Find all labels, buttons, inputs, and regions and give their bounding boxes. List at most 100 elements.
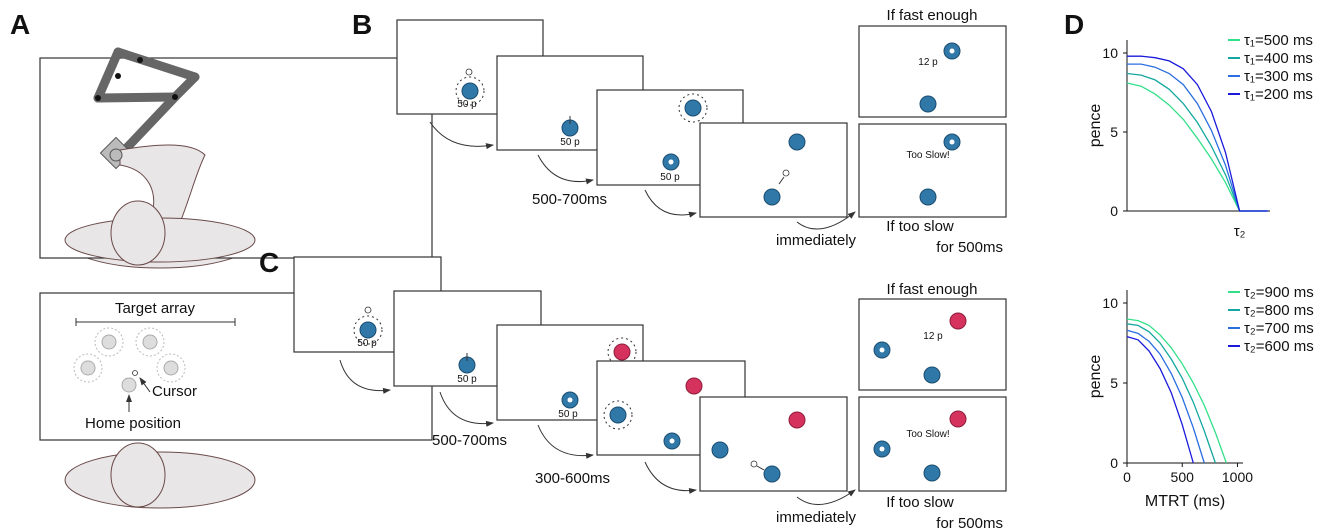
shape [93,47,123,103]
shape [142,334,158,350]
shape [756,465,765,471]
legend-label: τ₁=300 ms [1244,68,1313,85]
reward-label: 50 p [560,137,580,148]
immediately-label: immediately [776,232,857,249]
shape [137,57,143,63]
home-label: Home position [85,415,181,432]
cursor-label: Cursor [152,383,197,400]
shape [94,327,124,357]
shape [685,377,703,395]
shape [113,47,200,82]
shape [788,411,806,429]
y-tick-label: 10 [1102,295,1118,311]
shape [613,343,631,361]
panel-label: D [1064,9,1084,40]
legend-label: τ₁=400 ms [1244,50,1313,67]
shape [73,353,103,383]
shape [359,321,377,339]
shape [110,442,166,508]
y-axis-label: pence [1087,355,1104,399]
shape [669,438,675,444]
shape [139,377,151,393]
too-slow-label: Too Slow! [906,429,949,440]
immediately-label: immediately [776,509,857,526]
shape [949,410,967,428]
shape [95,57,178,101]
trial-c: 50 p 50 p 50 p 12 p Too Slow! If fast en… [293,256,1007,532]
target-array-label: Target array [115,300,196,317]
fast-label: If fast enough [887,7,978,24]
y-tick-label: 10 [1102,45,1118,61]
shape [80,334,179,393]
shape [93,92,180,103]
shape [537,154,594,185]
shape [778,176,785,185]
delay-label: 300-600ms [535,470,610,487]
shape [80,360,96,376]
x-tick-label: 500 [1171,469,1195,485]
shape [0,0,118,58]
x-axis-label: MTRT (ms) [1145,493,1225,510]
shape [115,92,180,160]
reward-label: 50 p [457,99,477,110]
shape [684,99,702,117]
panel-label: C [259,247,279,278]
shape [95,95,101,101]
shape [763,465,781,483]
shape [339,359,391,394]
panel-label: B [352,9,372,40]
legend-label: τ₂=900 ms [1244,284,1314,301]
shape [788,133,806,151]
x-tick-label: 0 [1123,469,1131,485]
shape [949,48,955,54]
legend-label: τ₁=500 ms [1244,32,1313,49]
shape [603,400,633,430]
line [1126,335,1194,464]
shape [644,461,697,494]
y-tick-label: 0 [1110,203,1118,219]
x-axis-label: τ₂ [1234,223,1246,240]
delay-label: 500-700ms [432,432,507,449]
shape [465,68,473,76]
shape [93,47,200,160]
shape [567,397,573,403]
shape [668,159,674,165]
line [1126,329,1205,464]
shape [73,327,186,383]
reward-label: 50 p [357,338,377,349]
legend-label: τ₂=800 ms [1244,302,1314,319]
trial-b: 50 p 50 p 50 p 12 p Too Slow! If fast en… [396,7,1007,256]
shape [711,441,729,459]
shape [923,464,941,482]
robot-setup [0,0,433,269]
shape [879,347,885,353]
shape [121,377,137,393]
line [1126,318,1228,464]
shape [796,211,856,230]
shape [353,315,383,345]
shape [782,169,790,177]
shape [109,148,123,162]
y-tick-label: 0 [1110,455,1118,471]
shape [110,200,166,266]
reward-label: 12 p [918,57,938,68]
shape [919,188,937,206]
shape [439,391,494,427]
y-tick-label: 5 [1110,124,1118,140]
legend-label: τ₂=600 ms [1244,338,1314,355]
shape [115,73,121,79]
slow-label: If too slow [886,218,954,235]
reward-label: 50 p [457,374,477,385]
slow-duration: for 500ms [936,515,1003,532]
reward-label: 12 p [923,331,943,342]
reward-label: 50 p [558,409,578,420]
y-tick-label: 5 [1110,375,1118,391]
shape [949,312,967,330]
reward-label: 50 p [660,172,680,183]
legend-label: τ₁=200 ms [1244,86,1313,103]
too-slow-label: Too Slow! [906,150,949,161]
shape [919,95,937,113]
shape [796,489,856,506]
